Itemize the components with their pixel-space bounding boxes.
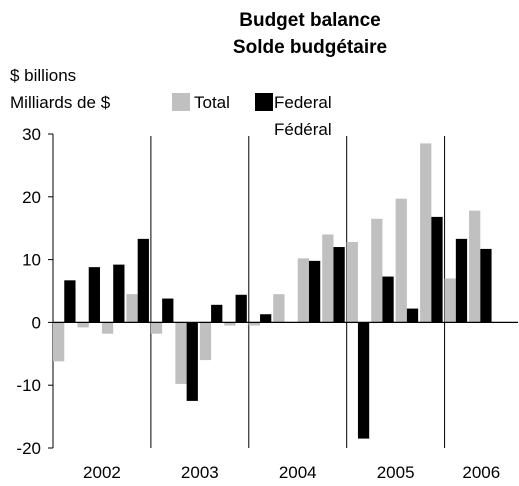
y-axis-label-fr: Milliards de $: [10, 93, 111, 112]
bar-federal: [235, 294, 247, 323]
bar-federal: [186, 322, 198, 401]
bar-total: [273, 294, 285, 323]
y-tick-label: 0: [32, 313, 41, 332]
bar-total: [420, 143, 432, 323]
y-tick-label: 30: [22, 125, 41, 144]
bar-federal: [455, 238, 468, 323]
y-tick-label: -20: [16, 439, 41, 458]
chart-title: Budget balance: [239, 10, 381, 31]
x-tick-label: 2005: [377, 463, 415, 482]
x-tick-label: 2003: [181, 463, 219, 482]
bar-federal: [406, 308, 419, 323]
bar-federal: [88, 267, 100, 323]
legend-swatch-federal: [255, 93, 273, 111]
bar-total: [322, 234, 334, 323]
chart-subtitle: Solde budgétaire: [232, 37, 388, 58]
bar-federal: [113, 264, 125, 323]
bar-total: [126, 294, 138, 323]
bar-federal: [333, 247, 345, 323]
bar-total: [395, 198, 407, 323]
bar-total: [371, 218, 383, 323]
x-tick-label: 2006: [462, 463, 500, 482]
bar-total: [199, 322, 212, 361]
bar-total: [444, 278, 456, 323]
y-tick-label: -10: [16, 376, 41, 395]
bar-federal: [480, 248, 492, 323]
legend-swatch-total: [172, 93, 190, 111]
bar-total: [77, 322, 89, 328]
bar-federal: [211, 304, 223, 323]
bar-total: [346, 242, 358, 323]
bar-federal: [308, 260, 321, 323]
legend-label-federal: Federal: [274, 93, 332, 112]
bar-federal: [162, 298, 174, 323]
bar-total: [248, 322, 261, 326]
legend-label-total: Total: [194, 93, 230, 112]
bar-total: [469, 210, 481, 323]
y-tick-label: 10: [22, 251, 41, 270]
bar-federal: [382, 276, 394, 323]
x-tick-label: 2004: [279, 463, 317, 482]
bar-total: [101, 322, 114, 334]
bar-total: [53, 322, 65, 362]
bar-total: [297, 258, 309, 323]
bar-federal: [137, 238, 149, 323]
y-tick-label: 20: [22, 188, 41, 207]
x-tick-label: 2002: [83, 463, 121, 482]
bar-federal: [431, 216, 443, 323]
y-axis-label: $ billions: [10, 66, 77, 85]
bar-total: [175, 322, 187, 384]
bar-total: [224, 322, 236, 326]
legend-label-federal-fr: Fédéral: [274, 120, 332, 139]
bar-federal: [357, 322, 370, 439]
bar-federal: [64, 280, 76, 323]
bar-total: [150, 322, 163, 334]
bar-federal: [260, 314, 272, 323]
